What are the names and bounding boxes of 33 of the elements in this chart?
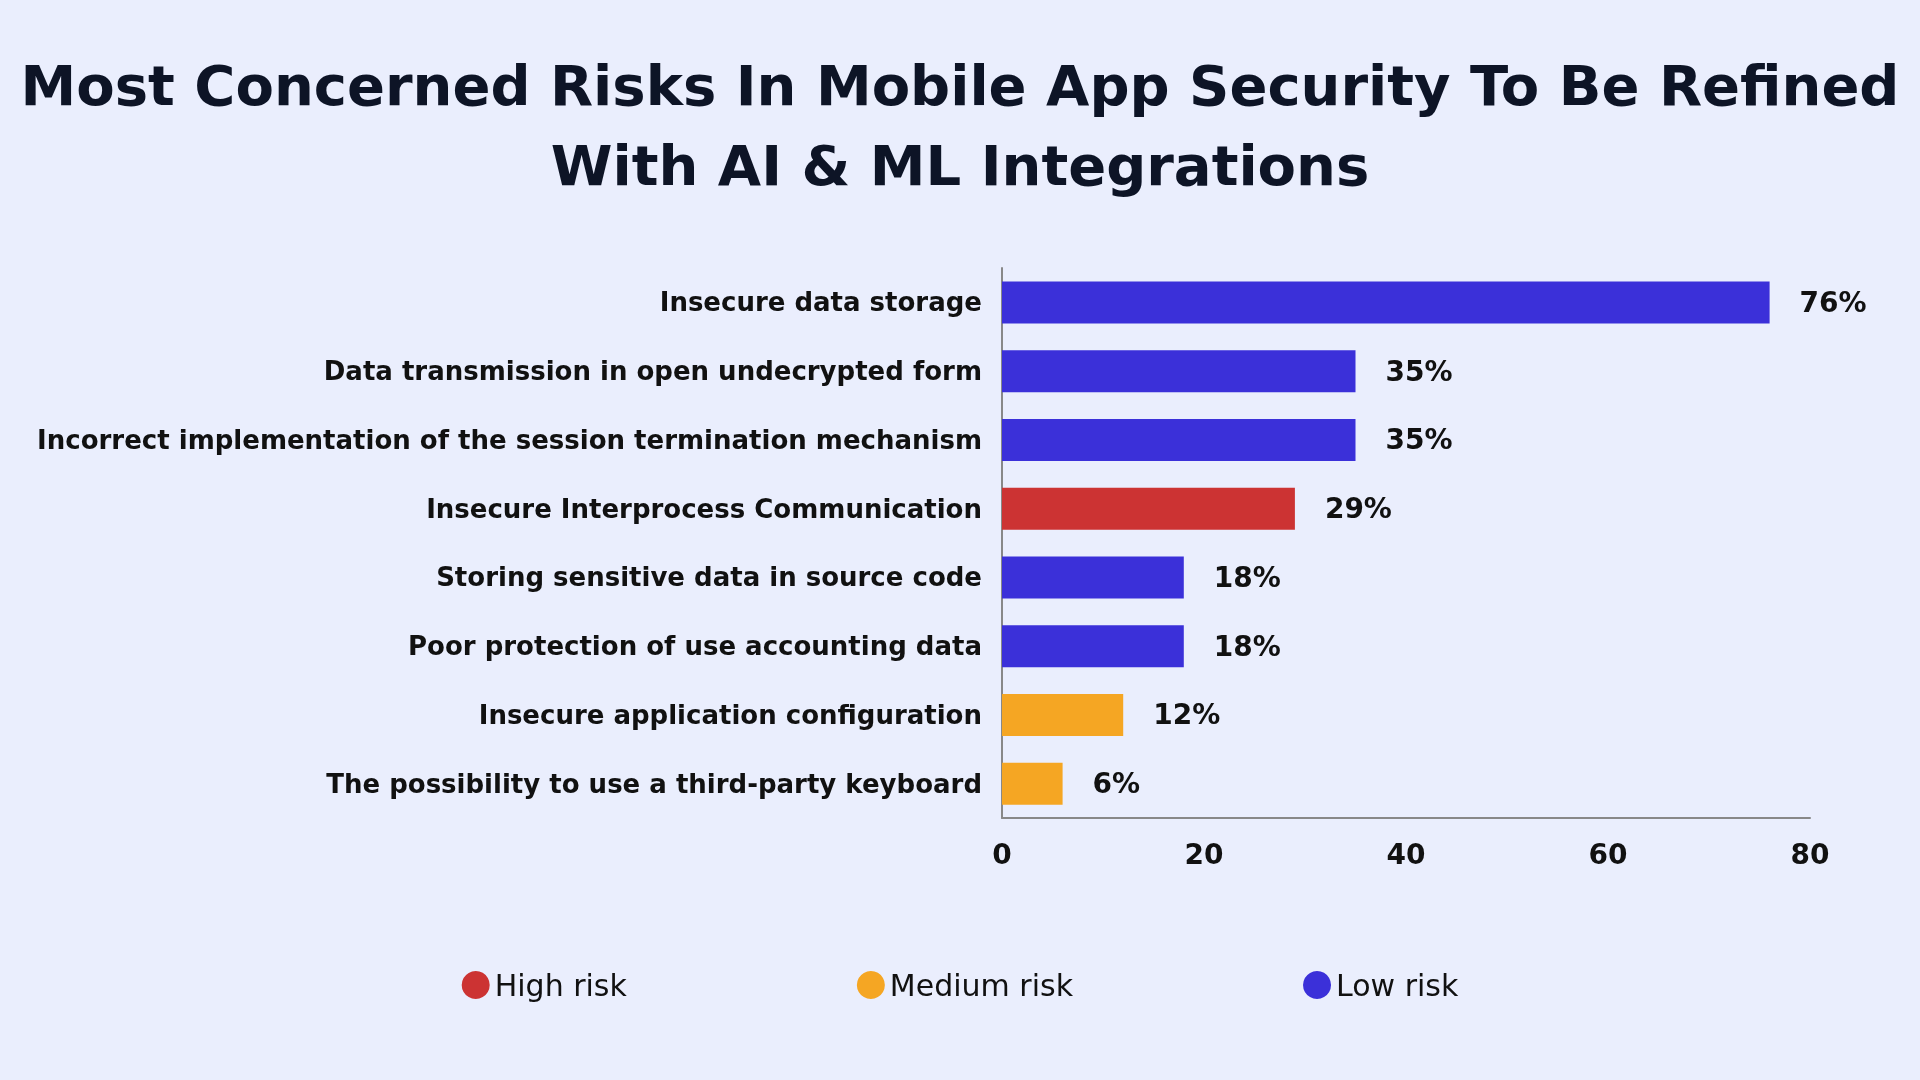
y-tick-label: Insecure application configuration [478,699,982,730]
y-tick-label: Poor protection of use accounting data [408,631,982,662]
data-label: 18% [1213,629,1281,663]
data-label: 76% [1799,285,1867,319]
bar [1002,556,1184,599]
legend-label: Medium risk [889,967,1074,1003]
bar [1002,693,1124,736]
data-label: 35% [1385,423,1453,457]
y-tick-label: Insecure Interprocess Communication [426,493,982,524]
data-label: 12% [1153,698,1221,732]
x-tick-label: 60 [1588,837,1628,871]
legend-label: High risk [494,967,628,1003]
x-tick-label: 20 [1184,837,1224,871]
bar [1002,762,1063,805]
y-tick-label: Incorrect implementation of the session termination mechanism [37,424,982,455]
bar [1002,487,1295,530]
x-tick-label: 40 [1386,837,1426,871]
bar [1002,625,1184,668]
data-label: 6% [1092,767,1141,801]
data-label: 35% [1385,354,1453,388]
y-tick-label: Storing sensitive data in source code [436,562,982,593]
data-label: 18% [1213,560,1281,594]
y-tick-label: The possibility to use a third-party keyboard [326,768,982,799]
x-tick-label: 80 [1790,837,1830,871]
y-tick-label: Data transmission in open undecrypted form [323,356,982,387]
legend-label: Low risk [1336,967,1459,1003]
bar [1002,281,1770,324]
chart-title: Most Concerned Risks In Mobile App Security To Be Refined With AI & ML Integrations [20,52,1900,198]
data-label: 29% [1324,492,1392,526]
bar [1002,350,1356,393]
x-tick-label: 0 [992,837,1012,871]
bar [1002,418,1356,461]
y-tick-label: Insecure data storage [659,287,982,318]
